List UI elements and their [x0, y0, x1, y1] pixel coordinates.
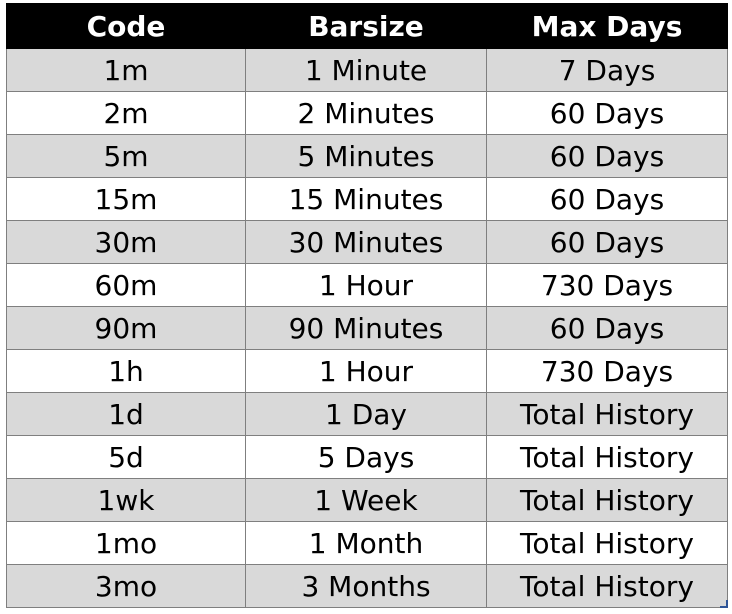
header-row: Code Barsize Max Days: [6, 3, 728, 49]
table-row: 30m 30 Minutes 60 Days: [6, 220, 728, 264]
table-row: 15m 15 Minutes 60 Days: [6, 177, 728, 221]
cell-barsize: 1 Hour: [245, 349, 487, 393]
table-row: 90m 90 Minutes 60 Days: [6, 306, 728, 350]
table-row: 2m 2 Minutes 60 Days: [6, 91, 728, 135]
cell-code: 2m: [6, 91, 246, 135]
table-row: 5m 5 Minutes 60 Days: [6, 134, 728, 178]
cell-barsize: 1 Hour: [245, 263, 487, 307]
cell-barsize: 3 Months: [245, 564, 487, 608]
cell-barsize: 5 Minutes: [245, 134, 487, 178]
cell-barsize: 1 Month: [245, 521, 487, 565]
cell-max-days: Total History: [486, 435, 728, 479]
header-code: Code: [6, 3, 246, 49]
cell-barsize: 1 Week: [245, 478, 487, 522]
cell-max-days: 60 Days: [486, 177, 728, 221]
cell-max-days: 7 Days: [486, 48, 728, 92]
cell-max-days: 60 Days: [486, 220, 728, 264]
table-row: 60m 1 Hour 730 Days: [6, 263, 728, 307]
cell-barsize: 2 Minutes: [245, 91, 487, 135]
cell-barsize: 30 Minutes: [245, 220, 487, 264]
cell-max-days: 730 Days: [486, 263, 728, 307]
cell-code: 90m: [6, 306, 246, 350]
table-row: 5d 5 Days Total History: [6, 435, 728, 479]
resize-handle-icon: [720, 600, 728, 608]
cell-barsize: 90 Minutes: [245, 306, 487, 350]
table-row: 1h 1 Hour 730 Days: [6, 349, 728, 393]
cell-max-days: 730 Days: [486, 349, 728, 393]
header-barsize: Barsize: [245, 3, 487, 49]
cell-code: 1wk: [6, 478, 246, 522]
cell-code: 1d: [6, 392, 246, 436]
table-row: 1d 1 Day Total History: [6, 392, 728, 436]
cell-barsize: 5 Days: [245, 435, 487, 479]
table-row: 1wk 1 Week Total History: [6, 478, 728, 522]
cell-code: 1h: [6, 349, 246, 393]
cell-barsize: 1 Day: [245, 392, 487, 436]
cell-code: 30m: [6, 220, 246, 264]
cell-max-days: Total History: [486, 478, 728, 522]
barsize-table-container: Code Barsize Max Days 1m 1 Minute 7 Days…: [6, 3, 728, 608]
cell-code: 1mo: [6, 521, 246, 565]
cell-barsize: 15 Minutes: [245, 177, 487, 221]
table-row: 1mo 1 Month Total History: [6, 521, 728, 565]
cell-max-days: Total History: [486, 564, 728, 608]
cell-code: 5d: [6, 435, 246, 479]
cell-code: 3mo: [6, 564, 246, 608]
cell-code: 5m: [6, 134, 246, 178]
cell-max-days: Total History: [486, 392, 728, 436]
table-body: 1m 1 Minute 7 Days 2m 2 Minutes 60 Days …: [6, 48, 728, 608]
cell-code: 60m: [6, 263, 246, 307]
cell-max-days: 60 Days: [486, 306, 728, 350]
table-row: 3mo 3 Months Total History: [6, 564, 728, 608]
cell-code: 15m: [6, 177, 246, 221]
cell-max-days: 60 Days: [486, 91, 728, 135]
table-header: Code Barsize Max Days: [6, 3, 728, 49]
header-max-days: Max Days: [486, 3, 728, 49]
table-row: 1m 1 Minute 7 Days: [6, 48, 728, 92]
barsize-table: Code Barsize Max Days 1m 1 Minute 7 Days…: [6, 3, 728, 608]
cell-barsize: 1 Minute: [245, 48, 487, 92]
cell-max-days: 60 Days: [486, 134, 728, 178]
cell-max-days: Total History: [486, 521, 728, 565]
cell-code: 1m: [6, 48, 246, 92]
